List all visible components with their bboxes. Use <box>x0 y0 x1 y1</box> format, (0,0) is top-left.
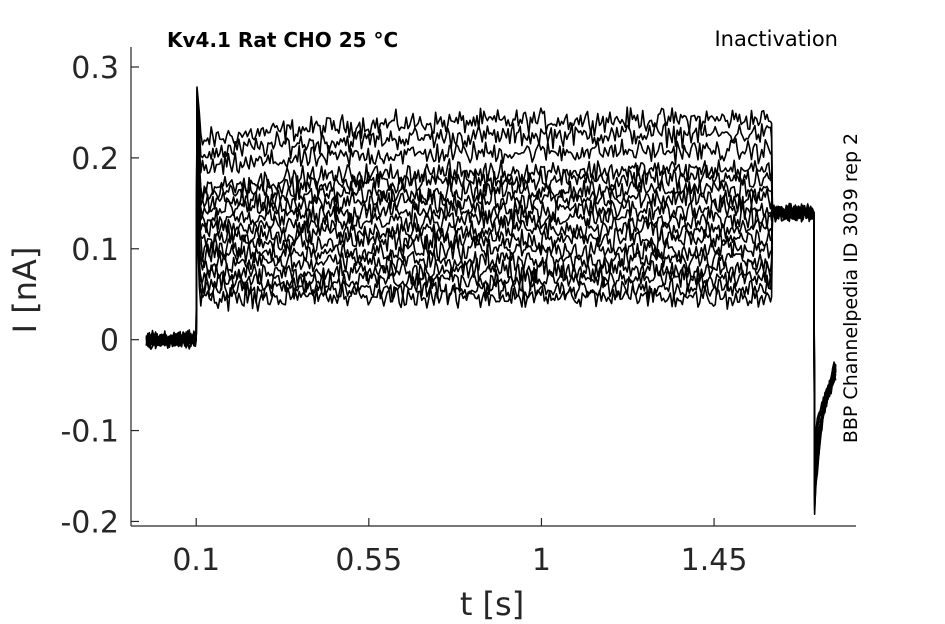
axes <box>130 47 856 527</box>
current-trace-13 <box>145 164 837 461</box>
current-trace-12 <box>145 153 837 465</box>
y-axis-label: I [nA] <box>6 247 44 334</box>
y-tick-label: 0 <box>100 324 119 359</box>
recording-title: Kv4.1 Rat CHO 25 °C <box>167 28 398 52</box>
current-traces <box>145 86 837 515</box>
x-tick-label: 1.45 <box>681 543 748 578</box>
current-trace-15 <box>145 187 837 452</box>
y-tick-label: 0.2 <box>71 142 119 177</box>
y-axis-ticks: 0.3 0.2 0.1 0 -0.1 -0.2 <box>60 51 139 540</box>
current-trace-17 <box>145 206 837 443</box>
protocol-label: Inactivation <box>714 27 838 51</box>
current-trace-10 <box>145 134 837 475</box>
x-axis-ticks: 0.1 0.55 1 1.45 <box>172 518 747 578</box>
y-tick-label: -0.1 <box>60 415 119 450</box>
y-tick-label: 0.3 <box>71 51 119 86</box>
y-tick-label: 0.1 <box>71 233 119 268</box>
x-axis-label: t [s] <box>460 585 524 623</box>
current-trace-8 <box>145 118 836 484</box>
y-tick-label: -0.2 <box>60 505 119 540</box>
current-trace-1 <box>145 86 837 515</box>
current-trace-4 <box>145 95 837 502</box>
current-trace-7 <box>145 112 837 488</box>
source-label: BBP Channelpedia ID 3039 rep 2 <box>840 133 862 443</box>
current-trace-3 <box>145 91 837 506</box>
x-tick-label: 0.55 <box>335 543 402 578</box>
x-tick-label: 1 <box>532 543 551 578</box>
current-trace-2 <box>145 88 837 511</box>
current-trace-16 <box>145 199 837 447</box>
x-tick-label: 0.1 <box>172 543 220 578</box>
